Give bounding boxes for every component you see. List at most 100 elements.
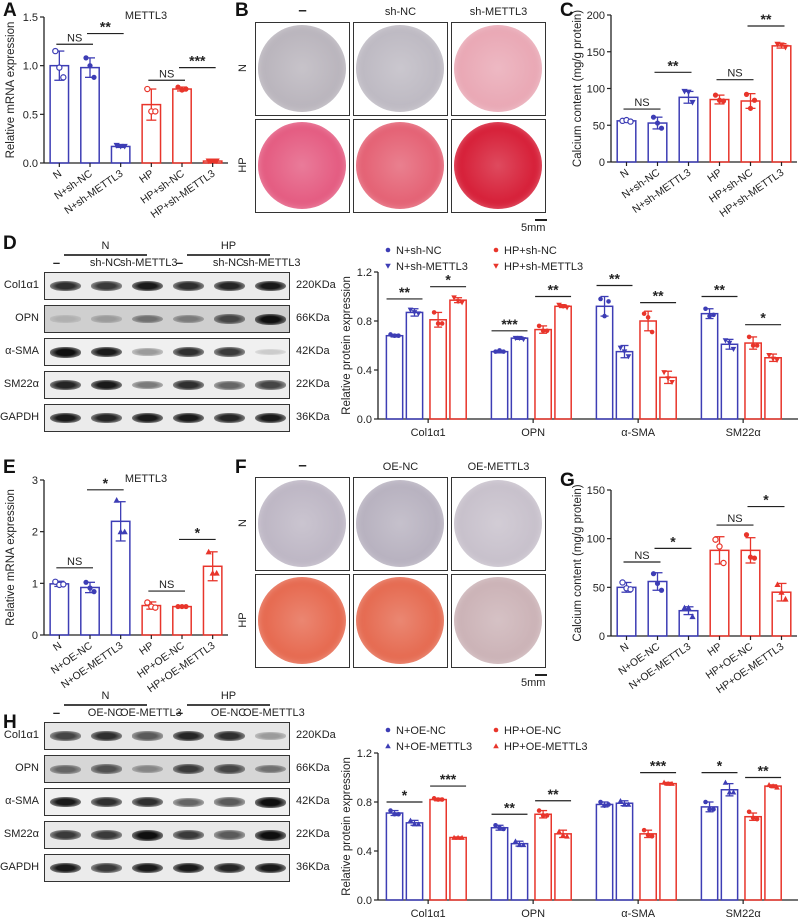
blot-band <box>214 280 245 292</box>
svg-text:100: 100 <box>587 534 605 546</box>
chart-e-mettl3-mrna: 0 1 2 3 Relative mRNA expression METTL3 N N+OE-… <box>0 455 240 695</box>
plate-column-label: – <box>298 457 307 474</box>
svg-text:HP+OE-NC: HP+OE-NC <box>504 725 561 737</box>
plate-row-label: N <box>237 519 249 527</box>
plate-well <box>255 22 350 116</box>
panel-label-f: F <box>235 457 247 478</box>
blot-lane-label: – <box>175 705 184 720</box>
blot-band <box>255 380 286 390</box>
svg-text:*: * <box>760 310 766 326</box>
chart-h-protein-expression: 0.0 0.4 0.8 1.2 Relative protein expression N… <box>341 680 800 918</box>
blot-group-line <box>64 704 147 706</box>
blot-strip <box>44 788 290 816</box>
blot-group-label: HP <box>220 240 237 252</box>
blot-band <box>214 380 245 390</box>
svg-text:NS: NS <box>634 97 649 109</box>
panel-label-g: G <box>560 470 575 491</box>
plate-well <box>353 574 448 668</box>
svg-text:**: ** <box>653 288 664 304</box>
svg-text:0: 0 <box>32 630 38 642</box>
svg-text:150: 150 <box>587 47 605 59</box>
blot-band <box>173 280 204 292</box>
chart-g-calcium-content: 0 50 100 150 Calcium content (mg/g protein) N… <box>540 455 800 696</box>
blot-group-line <box>187 704 270 706</box>
blot-lane-label: OE-NC <box>87 707 124 719</box>
svg-text:Calcium content (mg/g protein): Calcium content (mg/g protein) <box>572 10 584 167</box>
svg-text:NS: NS <box>67 32 82 44</box>
blot-molecular-weight: 42KDa <box>296 345 330 357</box>
svg-text:**: ** <box>761 11 772 27</box>
svg-text:**: ** <box>100 19 111 35</box>
plate-well <box>353 119 448 213</box>
blot-band <box>173 314 204 324</box>
blot-band <box>50 280 81 292</box>
blot-band <box>50 412 81 424</box>
culture-dish <box>454 480 542 567</box>
blot-molecular-weight: 220KDa <box>296 729 336 741</box>
plate-well <box>353 477 448 571</box>
panel-label-d: D <box>3 233 17 254</box>
svg-text:OPN: OPN <box>521 908 545 918</box>
svg-text:HP: HP <box>705 167 724 185</box>
svg-text:*: * <box>763 492 769 508</box>
svg-text:NS: NS <box>727 68 742 80</box>
culture-dish <box>258 122 346 209</box>
svg-text:SM22α: SM22α <box>726 427 762 439</box>
blot-strip <box>44 821 290 849</box>
blot-strip <box>44 854 290 882</box>
svg-text:**: ** <box>504 799 515 815</box>
svg-text:**: ** <box>548 282 559 298</box>
svg-text:0.8: 0.8 <box>357 797 372 809</box>
plate-well <box>451 119 546 213</box>
blot-band <box>214 347 245 357</box>
blot-band <box>91 281 122 291</box>
blot-band <box>214 862 245 874</box>
svg-text:METTL3: METTL3 <box>125 10 167 22</box>
blot-protein-label: Col1α1 <box>3 729 39 741</box>
panel-label-h: H <box>3 712 17 733</box>
svg-text:HP: HP <box>705 641 724 659</box>
chart-d-protein-expression: 0.0 0.4 0.8 1.2 Relative protein expression N… <box>341 230 800 455</box>
blot-band <box>255 764 286 774</box>
svg-text:0.0: 0.0 <box>357 414 372 426</box>
blot-lane-label: OE-METTL3 <box>243 707 305 719</box>
blot-band <box>173 764 204 774</box>
plate-row-label: N <box>237 64 249 72</box>
blot-molecular-weight: 42KDa <box>296 795 330 807</box>
blot-band <box>132 280 163 292</box>
plate-column-label: OE-METTL3 <box>467 461 530 473</box>
blot-band <box>255 412 286 424</box>
blot-band <box>173 412 204 424</box>
svg-text:SM22α: SM22α <box>726 908 762 918</box>
svg-text:**: ** <box>548 786 559 802</box>
blot-group-label: N <box>101 690 110 702</box>
plate-well <box>255 574 350 668</box>
blot-molecular-weight: 36KDa <box>296 411 330 423</box>
svg-text:α-SMA: α-SMA <box>621 427 656 439</box>
blot-lane-label: – <box>52 705 61 720</box>
svg-text:**: ** <box>714 282 725 298</box>
blot-band <box>214 830 245 840</box>
chart-c-calcium-content: 0 50 100 150 200 Calcium content (mg/g protei… <box>540 0 800 230</box>
svg-text:Relative mRNA expression: Relative mRNA expression <box>5 489 17 626</box>
blot-band <box>132 862 163 874</box>
blot-protein-label: SM22α <box>3 378 39 390</box>
svg-text:*: * <box>445 272 451 288</box>
blot-band <box>255 348 286 356</box>
svg-text:200: 200 <box>587 10 605 22</box>
blot-band <box>91 412 122 424</box>
culture-dish <box>454 122 542 209</box>
blot-band <box>173 346 204 358</box>
blot-band <box>91 830 122 840</box>
blot-molecular-weight: 22KDa <box>296 828 330 840</box>
blot-band <box>50 346 81 358</box>
svg-text:***: *** <box>501 316 518 332</box>
blot-band <box>173 862 204 874</box>
svg-text:N+OE-METTL3: N+OE-METTL3 <box>396 741 472 753</box>
blot-band <box>50 796 81 808</box>
blot-band <box>50 315 81 323</box>
blot-band <box>255 732 286 740</box>
blot-band <box>91 315 122 323</box>
svg-text:NS: NS <box>727 513 742 525</box>
svg-text:N+OE-NC: N+OE-NC <box>396 725 446 737</box>
